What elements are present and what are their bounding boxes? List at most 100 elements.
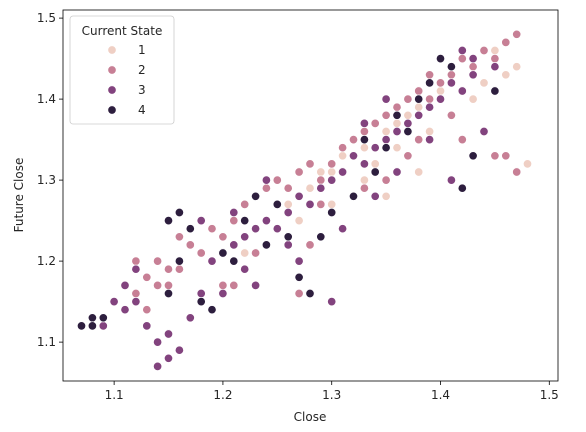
legend-marker-2 [107, 65, 117, 75]
scatter-point-state-1 [359, 143, 369, 153]
scatter-point-state-3 [359, 159, 369, 169]
scatter-point-state-4 [327, 207, 337, 218]
scatter-point-state-1 [403, 110, 413, 120]
scatter-point-state-3 [163, 353, 174, 363]
scatter-point-state-3 [98, 321, 108, 331]
scatter-point-state-2 [240, 199, 250, 209]
scatter-point-state-3 [261, 175, 271, 185]
scatter-point-state-1 [392, 118, 402, 128]
legend-label-3: 3 [138, 83, 146, 97]
scatter-point-state-1 [501, 70, 511, 80]
scatter-point-state-2 [185, 240, 195, 250]
y-tick-label: 1.2 [37, 254, 56, 268]
scatter-point-state-2 [294, 167, 304, 177]
scatter-point-state-3 [153, 361, 163, 371]
scatter-point-state-2 [174, 232, 184, 242]
scatter-point-state-2 [261, 183, 271, 193]
scatter-point-state-3 [153, 337, 163, 347]
scatter-point-state-2 [305, 240, 315, 250]
legend-marker-3 [107, 85, 117, 95]
scatter-point-state-4 [261, 240, 271, 250]
scatter-point-state-3 [196, 216, 206, 226]
scatter-point-state-1 [294, 216, 304, 226]
scatter-point-state-3 [490, 62, 500, 72]
scatter-point-state-3 [131, 264, 141, 274]
y-tick-label: 1.5 [37, 11, 56, 25]
x-tick-label: 1.1 [105, 388, 124, 402]
scatter-point-state-2 [251, 248, 261, 258]
scatter-point-state-3 [327, 297, 337, 307]
scatter-point-state-1 [414, 102, 424, 112]
y-tick-label: 1.4 [37, 92, 56, 106]
scatter-point-state-3 [218, 288, 228, 299]
scatter-point-state-2 [163, 264, 174, 274]
scatter-point-state-2 [131, 288, 141, 299]
scatter-point-state-3 [283, 207, 293, 218]
scatter-point-state-2 [381, 110, 391, 120]
scatter-point-state-4 [207, 305, 217, 315]
scatter-point-state-2 [370, 118, 380, 128]
scatter-point-state-3 [425, 135, 435, 145]
legend-box [69, 15, 175, 125]
scatter-point-state-2 [359, 183, 369, 193]
scatter-point-state-2 [425, 70, 435, 80]
scatter-point-state-3 [338, 224, 348, 234]
scatter-point-state-2 [196, 248, 206, 258]
scatter-point-state-3 [316, 183, 326, 193]
scatter-point-state-2 [142, 272, 152, 282]
scatter-point-state-1 [327, 167, 337, 177]
scatter-point-state-3 [283, 240, 293, 250]
scatter-point-state-2 [131, 256, 141, 266]
scatter-point-state-2 [153, 256, 163, 266]
scatter-point-state-4 [240, 216, 250, 226]
scatter-point-state-1 [338, 151, 348, 161]
plot-area [76, 29, 533, 371]
scatter-point-state-4 [174, 256, 184, 266]
x-tick-label: 1.5 [540, 388, 559, 402]
scatter-point-state-4 [196, 297, 206, 307]
scatter-point-state-4 [435, 54, 446, 64]
scatter-point-state-4 [359, 135, 369, 145]
legend-title: Current State [82, 24, 163, 38]
scatter-point-state-4 [403, 126, 413, 137]
scatter-point-state-3 [109, 297, 119, 307]
scatter-point-state-1 [283, 199, 293, 209]
scatter-point-state-3 [251, 224, 261, 234]
scatter-point-state-1 [305, 183, 315, 193]
scatter-point-state-4 [272, 199, 282, 209]
scatter-point-state-3 [381, 135, 391, 145]
scatter-point-state-3 [261, 216, 271, 226]
scatter-point-state-2 [468, 62, 478, 72]
scatter-point-state-3 [120, 280, 130, 290]
scatter-point-state-3 [414, 110, 424, 120]
scatter-point-state-1 [490, 45, 500, 56]
scatter-point-state-3 [229, 240, 239, 250]
scatter-point-state-4 [414, 94, 424, 104]
scatter-point-state-2 [446, 70, 456, 80]
scatter-point-state-2 [142, 305, 152, 315]
legend: Current State 1 2 3 4 [69, 15, 175, 125]
scatter-point-state-4 [446, 62, 456, 72]
scatter-point-state-2 [338, 143, 348, 153]
scatter-point-state-2 [435, 78, 446, 88]
scatter-point-state-3 [457, 86, 467, 96]
scatter-point-state-4 [316, 232, 326, 242]
scatter-point-state-1 [327, 199, 337, 209]
scatter-point-state-4 [229, 256, 239, 266]
scatter-point-state-2 [305, 159, 315, 169]
x-tick-label: 1.3 [322, 388, 341, 402]
scatter-point-state-2 [414, 86, 424, 96]
scatter-point-state-3 [294, 191, 304, 201]
scatter-point-state-4 [76, 321, 87, 331]
scatter-point-state-1 [479, 78, 489, 88]
scatter-point-state-3 [240, 232, 250, 242]
x-tick-label: 1.4 [431, 388, 450, 402]
scatter-point-state-2 [207, 224, 217, 234]
x-axis-label: Close [294, 410, 327, 424]
scatter-point-state-4 [370, 167, 380, 177]
scatter-point-state-2 [348, 135, 359, 145]
scatter-point-state-1 [435, 86, 446, 96]
scatter-point-state-2 [403, 94, 413, 104]
scatter-point-state-2 [512, 167, 522, 177]
scatter-point-state-3 [294, 256, 304, 266]
